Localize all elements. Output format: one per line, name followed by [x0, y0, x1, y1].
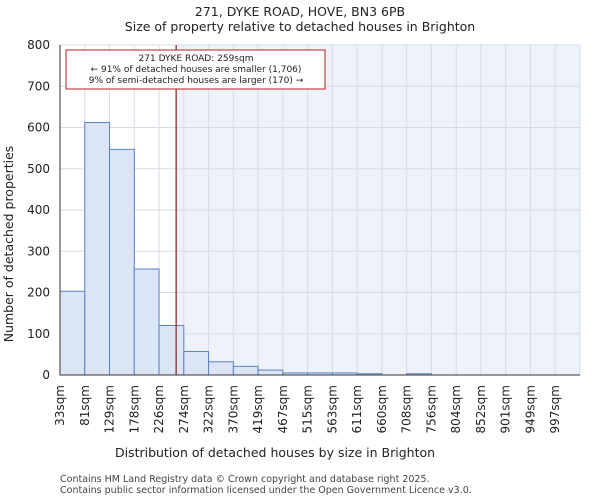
x-tick-label: 901sqm: [499, 385, 513, 433]
bar-370sqm: [232, 365, 259, 376]
annotation-line-2: ← 91% of detached houses are smaller (1,…: [91, 65, 302, 75]
x-axis-label: Distribution of detached houses by size …: [115, 445, 435, 460]
x-tick-label: 226sqm: [152, 385, 166, 433]
x-tick-label: 515sqm: [301, 385, 315, 433]
y-tick-label: 400: [27, 203, 50, 217]
x-tick-label: 949sqm: [523, 385, 537, 433]
y-axis-label: Number of detached properties: [1, 146, 16, 343]
y-tick-label: 200: [27, 286, 50, 300]
bar-274sqm: [183, 350, 210, 376]
x-tick-label: 370sqm: [226, 385, 240, 433]
x-tick-label: 129sqm: [103, 385, 117, 433]
y-tick-labels: 0 100 200 300 400 500 600 700 800: [27, 38, 50, 382]
annotation-line-3: 9% of semi-detached houses are larger (1…: [89, 76, 304, 86]
x-tick-label: 708sqm: [400, 385, 414, 433]
x-tick-label: 178sqm: [127, 385, 141, 433]
x-tick-labels: 33sqm 81sqm 129sqm 178sqm 226sqm 274sqm 322sqm…: [53, 385, 562, 433]
y-tick-label: 500: [27, 162, 50, 176]
x-tick-label: 563sqm: [325, 385, 339, 433]
x-tick-label: 419sqm: [251, 385, 265, 433]
x-tick-label: 467sqm: [276, 385, 290, 433]
footer-line-1: Contains HM Land Registry data © Crown c…: [60, 474, 430, 485]
chart-title: 271, DYKE ROAD, HOVE, BN3 6PB: [195, 4, 405, 19]
x-tick-label: 804sqm: [449, 385, 463, 433]
y-tick-label: 300: [27, 244, 50, 258]
bar-322sqm: [208, 361, 234, 376]
y-tick-label: 0: [42, 368, 50, 382]
annotation-frame: [65, 49, 326, 90]
x-tick-label: 611sqm: [350, 385, 364, 433]
y-tick-label: 600: [27, 121, 50, 135]
x-tick-label: 660sqm: [375, 385, 389, 433]
x-tick-label: 81sqm: [78, 385, 92, 426]
x-tick-label: 756sqm: [424, 385, 438, 433]
bar-33sqm: [59, 290, 86, 376]
y-tick-label: 800: [27, 38, 50, 52]
footer-line-2: Contains public sector information licen…: [60, 485, 472, 496]
bar-419sqm: [257, 369, 284, 376]
x-tick-label: 852sqm: [474, 385, 488, 433]
chart-subtitle: Size of property relative to detached ho…: [125, 19, 475, 34]
y-tick-label: 700: [27, 79, 50, 93]
bar-81sqm: [84, 122, 111, 376]
annotation-box: 271 DYKE ROAD: 259sqm ← 91% of detached …: [65, 49, 326, 90]
bar-226sqm: [158, 325, 185, 376]
x-tick-label: 997sqm: [548, 385, 562, 433]
x-tick-label: 274sqm: [177, 385, 191, 433]
bar-178sqm: [133, 268, 160, 376]
x-tick-label: 33sqm: [53, 385, 67, 426]
bar-129sqm: [109, 148, 135, 376]
annotation-line-1: 271 DYKE ROAD: 259sqm: [139, 54, 254, 64]
y-tick-label: 100: [27, 327, 50, 341]
x-tick-label: 322sqm: [202, 385, 216, 433]
